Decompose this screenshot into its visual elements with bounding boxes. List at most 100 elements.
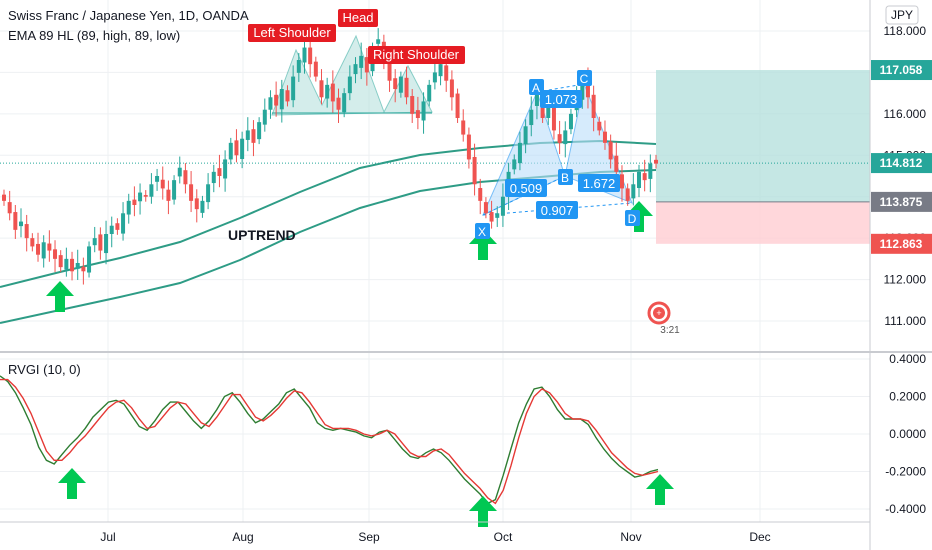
candle: [325, 84, 330, 99]
price-tick-label: 118.000: [884, 24, 927, 38]
candle: [160, 179, 165, 189]
candle: [115, 223, 120, 230]
ratio-1073-box: [540, 90, 582, 108]
candle: [291, 76, 296, 101]
candle: [563, 130, 568, 145]
candle: [223, 159, 228, 179]
candle: [126, 200, 131, 215]
candle: [41, 242, 46, 259]
ratio-0907-box: [536, 201, 578, 219]
candle: [347, 76, 352, 94]
price-tick-label: 112.000: [884, 273, 927, 287]
candle: [432, 72, 437, 83]
point-b-label: B: [561, 171, 569, 185]
point-c-label: C: [580, 72, 589, 86]
candle: [58, 255, 63, 268]
candle: [330, 83, 335, 102]
candle: [619, 174, 624, 189]
candle: [404, 77, 409, 98]
candle: [631, 184, 636, 199]
candle: [421, 101, 426, 121]
time-tick-label: Aug: [232, 530, 253, 544]
price-label-text: 117.058: [880, 63, 923, 77]
time-tick-label: Dec: [749, 530, 770, 544]
position-icon-text: 3:21: [660, 325, 680, 336]
candle: [7, 202, 12, 214]
uptrend-label: UPTREND: [228, 227, 296, 243]
ratio-1672: 1.672: [583, 176, 616, 191]
price-label-badge: [871, 233, 932, 254]
time-tick-label: Oct: [494, 530, 513, 544]
candle: [189, 184, 194, 201]
candle: [53, 249, 58, 259]
price-label-badge: [871, 60, 932, 81]
candle: [393, 78, 398, 89]
candle: [557, 134, 562, 143]
candle: [313, 61, 318, 77]
candle: [472, 156, 477, 185]
candle: [461, 120, 466, 135]
candle: [568, 113, 573, 130]
candle: [2, 194, 6, 201]
candle: [104, 234, 109, 254]
point-x-label: X: [478, 225, 486, 239]
candle: [642, 173, 647, 181]
rvgi-title: RVGI (10, 0): [8, 362, 81, 377]
currency-button[interactable]: [885, 5, 919, 25]
candle: [495, 213, 500, 218]
rvgi-tick-label: -0.2000: [885, 465, 926, 479]
candle: [608, 141, 613, 160]
candle: [75, 263, 80, 269]
candle: [546, 101, 551, 118]
currency-label: JPY: [891, 8, 913, 22]
candles: [2, 28, 658, 285]
candle: [200, 200, 205, 213]
candle: [489, 212, 494, 222]
candle: [415, 110, 420, 118]
loss-zone: [656, 201, 870, 244]
candle: [512, 159, 517, 170]
point-c-box: [577, 70, 592, 86]
candle: [597, 121, 602, 131]
rvgi-signal-line: [0, 378, 659, 505]
position-plus-icon: +: [656, 308, 661, 318]
candle: [274, 94, 279, 106]
ratio-0509-box: [505, 179, 547, 197]
time-tick-label: Nov: [620, 530, 641, 544]
price-label-text: 114.812: [880, 156, 923, 170]
annotations: [46, 201, 674, 527]
candle: [342, 93, 347, 113]
candle: [308, 47, 313, 65]
candle: [285, 90, 290, 102]
buy-arrow-icon: [646, 474, 674, 505]
rvgi-main-line: [0, 375, 659, 505]
position-zones: [0, 70, 870, 244]
candle: [438, 64, 443, 77]
candle: [614, 155, 619, 172]
candle: [648, 163, 653, 179]
candle: [580, 80, 585, 100]
point-a-label: A: [532, 81, 540, 95]
candle: [36, 243, 41, 255]
price-label-badge: [871, 191, 932, 212]
time-tick-label: Jul: [100, 530, 115, 544]
candle: [98, 234, 103, 251]
candle: [47, 243, 52, 251]
time-tick-label: Sep: [358, 530, 380, 544]
candle: [500, 196, 505, 216]
candle: [444, 65, 449, 81]
candle: [410, 96, 415, 114]
candle: [654, 159, 658, 164]
buy-arrow-icon: [469, 496, 497, 527]
ratio-0907: 0.907: [541, 203, 574, 218]
right-shoulder-label: Right Shoulder: [373, 47, 460, 62]
candle: [279, 89, 284, 110]
profit-zone: [656, 70, 870, 202]
candle: [359, 55, 364, 68]
candle: [30, 238, 35, 247]
candle: [19, 221, 24, 227]
candle: [302, 47, 307, 63]
ratio-1073: 1.073: [545, 92, 578, 107]
right-shoulder-box: [368, 46, 465, 64]
